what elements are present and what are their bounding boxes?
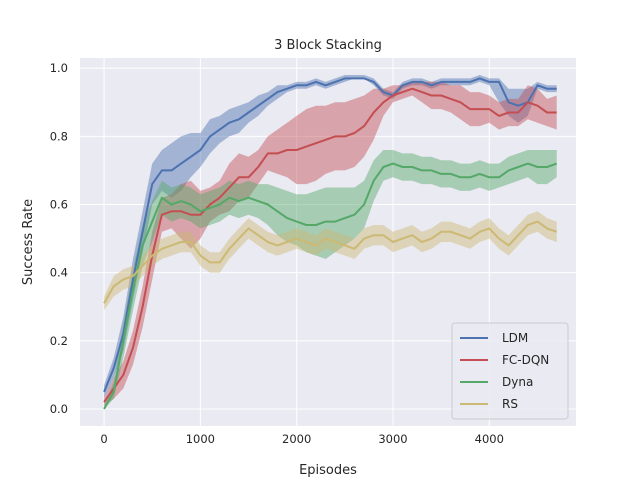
legend-item-ldm: LDM [460,331,528,345]
legend-label: LDM [502,331,528,345]
y-tick-label: 0.8 [50,129,68,143]
y-tick-label: 0.0 [50,402,68,416]
rs-line [103,220,558,304]
y-tick-label: 0.6 [50,198,68,212]
x-axis-label: Episodes [299,463,357,478]
x-tick-labels: 0 1000 2000 3000 4000 [100,432,504,446]
fc-dqn-confidence-band [104,81,557,406]
legend: LDM FC-DQN Dyna RS [451,322,569,420]
fc-dqn-line [103,87,557,403]
ldm-line [103,77,557,393]
legend-item-rs: RS [460,397,518,411]
x-tick-label: 4000 [475,432,504,446]
legend-label: RS [502,397,518,411]
series-lines [103,77,558,410]
y-tick-label: 1.0 [50,61,68,75]
legend-item-dyna: Dyna [460,375,533,389]
chart-title: 3 Block Stacking [274,38,382,53]
x-tick-label: 2000 [282,432,311,446]
x-tick-label: 1000 [186,432,215,446]
legend-label: Dyna [502,375,533,389]
rs-confidence-band [104,211,557,311]
legend-label: FC-DQN [502,353,549,367]
x-tick-label: 0 [100,432,107,446]
dyna-confidence-band [104,150,557,409]
confidence-bands [104,75,557,409]
y-tick-labels: 0.0 0.2 0.4 0.6 0.8 1.0 [50,61,68,416]
legend-item-fc-dqn: FC-DQN [460,353,549,367]
dyna-line [103,162,558,410]
y-axis-label: Success Rate [21,199,36,285]
legend-box [451,322,569,420]
y-tick-label: 0.2 [50,334,68,348]
grid [80,58,576,426]
x-tick-label: 3000 [378,432,407,446]
y-tick-label: 0.4 [50,266,68,280]
ldm-confidence-band [104,75,557,399]
